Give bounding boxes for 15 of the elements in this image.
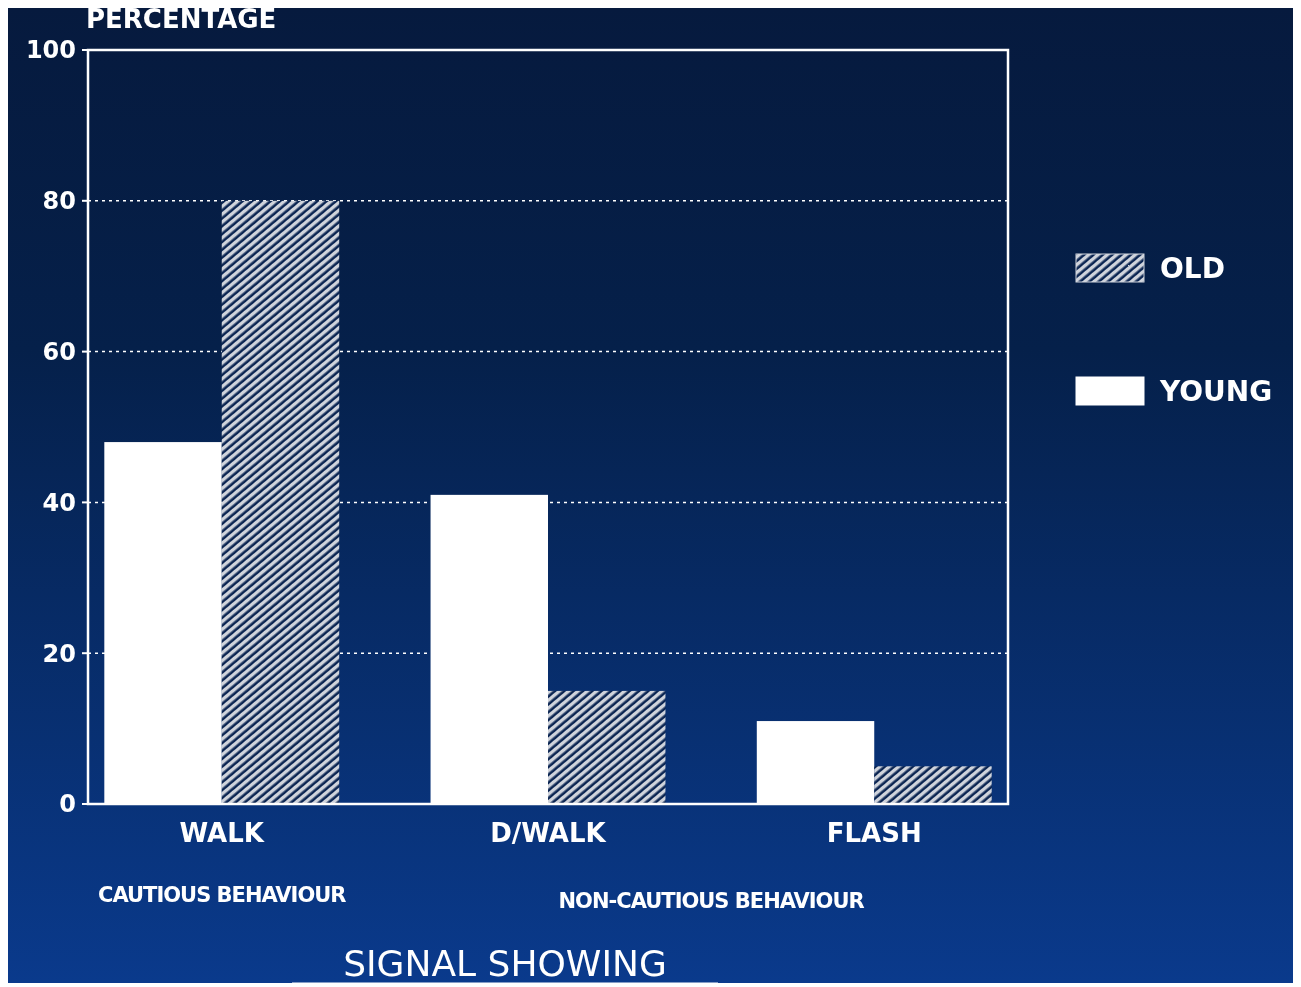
legend-label: YOUNG	[1159, 374, 1273, 408]
y-tick-label: 40	[42, 488, 76, 517]
y-tick-label: 100	[25, 36, 76, 65]
y-axis-title: PERCENTAGE	[86, 4, 277, 34]
x-tick-label: D/WALK	[490, 818, 607, 848]
x-tick-label: FLASH	[826, 818, 922, 848]
y-tick-label: 80	[42, 187, 76, 216]
y-tick-label: 0	[59, 790, 76, 819]
y-tick-label: 60	[42, 338, 76, 366]
text: CAUTIOUS BEHAVIOUR	[98, 883, 347, 907]
y-tick-label: 20	[42, 639, 76, 668]
text: NON-CAUTIOUS BEHAVIOUR	[558, 889, 865, 913]
x-axis-title: SIGNAL SHOWING	[343, 943, 667, 984]
x-tick-label: WALK	[179, 818, 265, 848]
legend-label: OLD	[1160, 251, 1225, 285]
